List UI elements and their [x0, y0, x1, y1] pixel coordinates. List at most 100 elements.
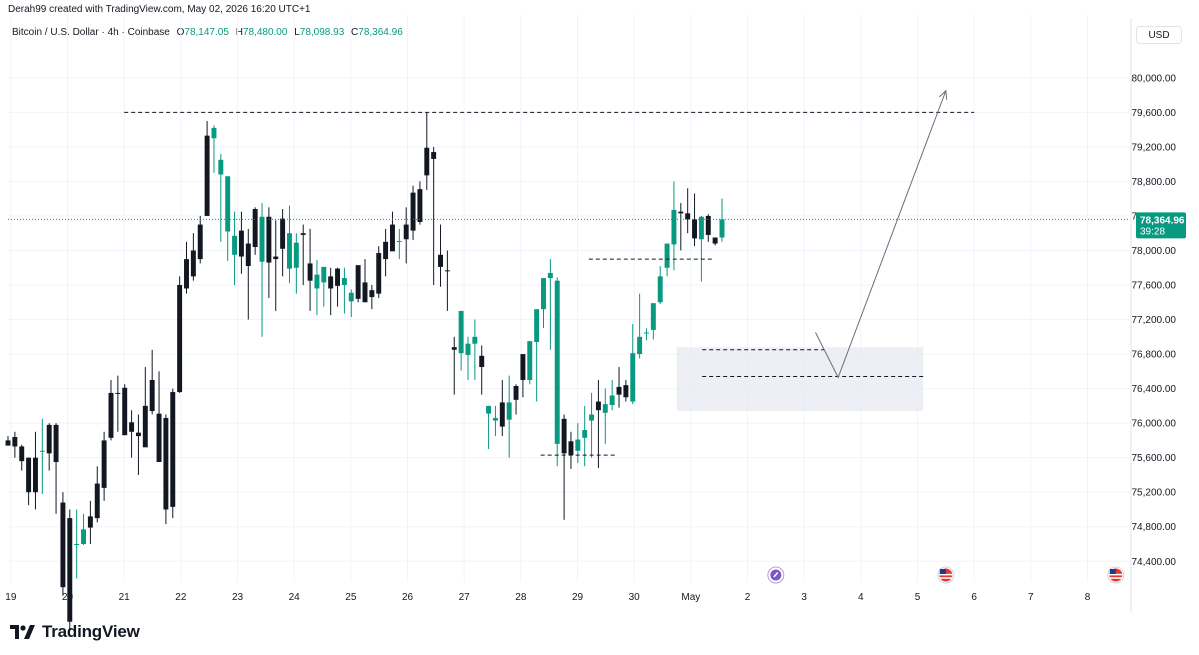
price-tick-label: 76,400.00 — [1132, 384, 1177, 395]
candle-body — [39, 450, 45, 452]
candle-body — [252, 209, 258, 248]
candle-body — [273, 256, 279, 260]
price-tick-label: 74,400.00 — [1132, 557, 1177, 568]
candle-body — [575, 439, 581, 451]
time-tick-label: 3 — [801, 592, 807, 603]
candle-body — [142, 405, 148, 448]
candle-body — [232, 235, 238, 255]
candle-body — [348, 292, 354, 302]
candle-body — [609, 395, 615, 406]
candle-body — [602, 404, 608, 413]
candle-body — [74, 544, 80, 546]
candle-body — [623, 385, 629, 398]
candle-body — [190, 250, 196, 277]
high-label: H — [235, 27, 243, 38]
candle-body — [245, 243, 251, 267]
candle-body — [554, 280, 560, 444]
candle-body — [568, 441, 574, 456]
candle-body — [197, 224, 203, 260]
candle-body — [396, 240, 402, 242]
candle-body — [12, 436, 18, 447]
tradingview-logo[interactable]: TradingView — [10, 622, 140, 642]
price-tick-label: 80,000.00 — [1132, 73, 1177, 84]
candle-body — [204, 135, 210, 216]
candle-body — [479, 355, 485, 368]
time-tick-label: 7 — [1028, 592, 1034, 603]
candle-body — [170, 392, 176, 507]
candle-body — [438, 254, 443, 267]
candle-body — [376, 253, 382, 294]
candle-body — [719, 219, 725, 238]
candle-body — [238, 230, 244, 257]
symbol-name: Bitcoin / U.S. Dollar · 4h · Coinbase — [12, 27, 170, 38]
event-icon-canton — [939, 569, 946, 574]
time-tick-label: 5 — [915, 592, 921, 603]
candle-body — [218, 159, 224, 175]
candle-body — [341, 278, 347, 286]
event-icon-canton — [1109, 569, 1116, 574]
candle-body — [671, 209, 677, 245]
candle-body — [657, 276, 663, 303]
time-tick-label: 26 — [402, 592, 414, 603]
price-axis: 80,000.0079,600.0079,200.0078,800.0078,4… — [1130, 18, 1177, 612]
candle-body — [431, 152, 437, 159]
candle-body — [664, 243, 670, 268]
candle-body — [87, 516, 93, 528]
support-zone — [676, 347, 924, 412]
price-tag-price: 78,364.96 — [1140, 215, 1185, 226]
candle-body — [108, 392, 114, 438]
time-tick-label: 20 — [62, 592, 74, 603]
candle-body — [280, 218, 286, 249]
candle-body — [417, 189, 423, 222]
candle-body — [184, 259, 189, 289]
price-tick-label: 74,800.00 — [1132, 522, 1177, 533]
candle-body — [403, 224, 409, 240]
candle-body — [307, 263, 313, 281]
low-value: 78,098.93 — [299, 27, 345, 38]
candle-body — [650, 303, 656, 330]
tradingview-logo-text: TradingView — [42, 622, 140, 641]
candle-body — [46, 424, 52, 454]
candle-body — [53, 424, 59, 462]
event-icon-stripe — [1109, 577, 1123, 579]
chart-candles — [5, 112, 725, 631]
time-tick-label: 23 — [232, 592, 244, 603]
candle-body — [527, 341, 533, 380]
time-axis: 19 20 21 22 23 24 25 26 27 28 29 30 May 2 3 4 5 6 7 8 — [5, 592, 1090, 603]
candle-body — [451, 347, 457, 350]
candle-body — [424, 147, 430, 176]
candle-body — [685, 213, 691, 220]
candle-body — [60, 502, 66, 588]
tradingview-logo-icon — [10, 624, 36, 640]
price-tag-countdown: 39:28 — [1140, 226, 1165, 237]
candle-body — [287, 233, 292, 269]
candle-body — [156, 413, 162, 462]
candle-body — [692, 219, 698, 239]
candle-body — [94, 483, 100, 519]
candle-body — [335, 268, 341, 286]
created-by-header: Derah99 created with TradingView.com, Ma… — [8, 4, 311, 15]
candle-body — [225, 176, 231, 232]
chart-annotations — [8, 89, 1130, 456]
last-price-tag: 78,364.96 39:28 — [1136, 212, 1186, 239]
time-tick-label: May — [681, 592, 700, 603]
currency-button[interactable]: USD — [1136, 26, 1182, 44]
candle-body — [472, 336, 478, 344]
time-tick-label: 27 — [459, 592, 471, 603]
time-tick-label: 4 — [858, 592, 864, 603]
candle-body — [163, 417, 169, 510]
time-tick-label: 22 — [175, 592, 187, 603]
time-tick-label: 28 — [515, 592, 527, 603]
price-tick-label: 77,200.00 — [1132, 315, 1177, 326]
candle-body — [644, 332, 649, 334]
time-tick-label: 6 — [971, 592, 977, 603]
price-tick-label: 79,600.00 — [1132, 108, 1177, 119]
price-tick-label: 78,000.00 — [1132, 246, 1177, 257]
time-tick-label: 25 — [345, 592, 357, 603]
event-icon-mark — [773, 572, 779, 578]
candle-body — [321, 266, 327, 283]
candle-body — [129, 422, 135, 432]
candle-body — [547, 272, 553, 279]
projection-path — [815, 90, 947, 379]
